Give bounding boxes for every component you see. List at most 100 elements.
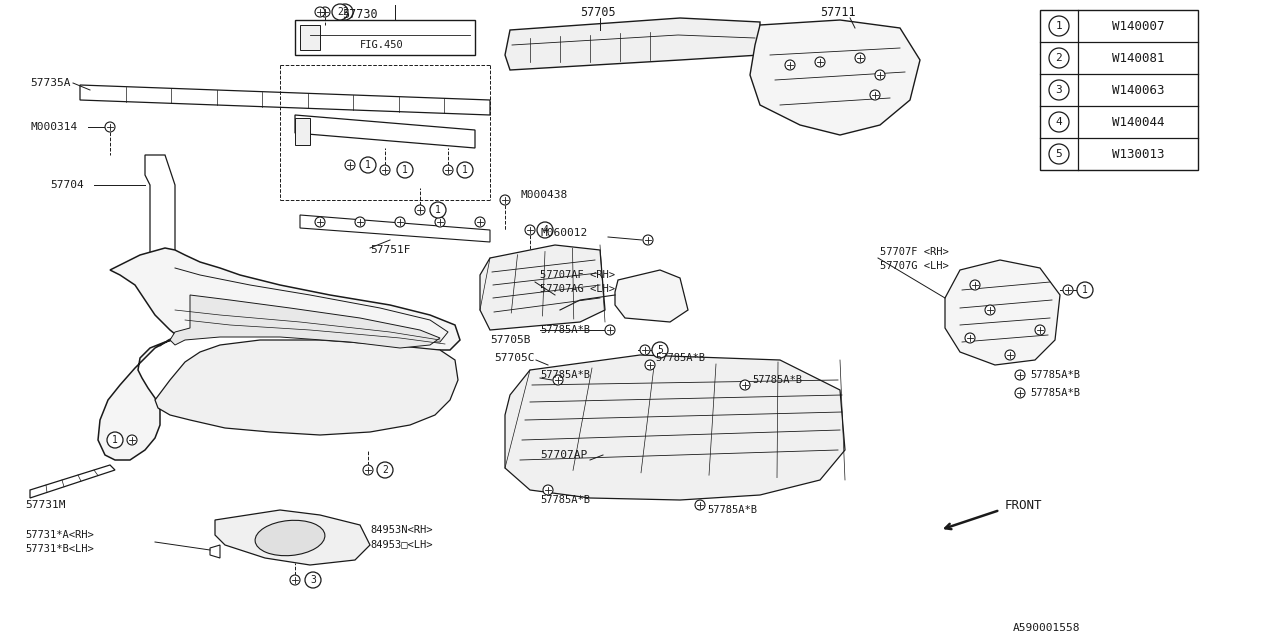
Circle shape — [553, 375, 563, 385]
Text: 57707F <RH>: 57707F <RH> — [881, 247, 948, 257]
Text: 57707AP: 57707AP — [540, 450, 588, 460]
Circle shape — [1050, 80, 1069, 100]
Text: A590001558: A590001558 — [1012, 623, 1080, 633]
Circle shape — [332, 4, 348, 20]
Text: W140044: W140044 — [1112, 115, 1165, 129]
Text: 57707G <LH>: 57707G <LH> — [881, 261, 948, 271]
Circle shape — [360, 157, 376, 173]
Circle shape — [1050, 48, 1069, 68]
Polygon shape — [506, 18, 760, 70]
Text: 1: 1 — [435, 205, 440, 215]
Text: 2: 2 — [342, 7, 348, 17]
Circle shape — [1076, 282, 1093, 298]
Circle shape — [378, 462, 393, 478]
Circle shape — [475, 217, 485, 227]
Text: 57707AF <RH>: 57707AF <RH> — [540, 270, 614, 280]
Text: 57785A*B: 57785A*B — [753, 375, 803, 385]
Text: W140081: W140081 — [1112, 51, 1165, 65]
Polygon shape — [294, 118, 310, 145]
Circle shape — [652, 342, 668, 358]
Text: 3: 3 — [1056, 85, 1062, 95]
Circle shape — [305, 572, 321, 588]
Text: 2: 2 — [381, 465, 388, 475]
Polygon shape — [170, 295, 440, 348]
Text: 84953□<LH>: 84953□<LH> — [370, 539, 433, 549]
Circle shape — [315, 7, 325, 17]
Polygon shape — [145, 155, 175, 310]
Circle shape — [1036, 325, 1044, 335]
Text: 57785A*B: 57785A*B — [1030, 370, 1080, 380]
Circle shape — [538, 222, 553, 238]
Circle shape — [108, 432, 123, 448]
Text: FIG.450: FIG.450 — [360, 40, 403, 50]
Text: 57785A*B: 57785A*B — [707, 505, 756, 515]
Circle shape — [1062, 285, 1073, 295]
Text: M000438: M000438 — [520, 190, 567, 200]
Polygon shape — [81, 85, 490, 115]
Circle shape — [870, 90, 881, 100]
Text: W140007: W140007 — [1112, 19, 1165, 33]
Text: M060012: M060012 — [540, 228, 588, 238]
Circle shape — [640, 345, 650, 355]
Polygon shape — [300, 215, 490, 242]
Text: 4: 4 — [541, 225, 548, 235]
Text: 57705C: 57705C — [494, 353, 535, 363]
Text: 2: 2 — [337, 7, 343, 17]
Text: 57735A: 57735A — [29, 78, 70, 88]
Circle shape — [965, 333, 975, 343]
Circle shape — [1050, 144, 1069, 164]
Text: 57785A*B: 57785A*B — [540, 495, 590, 505]
Circle shape — [291, 575, 300, 585]
Text: FRONT: FRONT — [1005, 499, 1042, 511]
Circle shape — [415, 205, 425, 215]
Text: 57785A*B: 57785A*B — [540, 325, 590, 335]
Circle shape — [645, 360, 655, 370]
Text: 1: 1 — [365, 160, 371, 170]
Text: 2: 2 — [1056, 53, 1062, 63]
Ellipse shape — [255, 520, 325, 556]
Text: W140063: W140063 — [1112, 83, 1165, 97]
Circle shape — [337, 4, 353, 20]
Circle shape — [1050, 16, 1069, 36]
Circle shape — [355, 217, 365, 227]
Text: 4: 4 — [1056, 117, 1062, 127]
Circle shape — [127, 435, 137, 445]
Circle shape — [986, 305, 995, 315]
Text: 84953N<RH>: 84953N<RH> — [370, 525, 433, 535]
Circle shape — [970, 280, 980, 290]
Polygon shape — [294, 115, 475, 148]
Polygon shape — [294, 20, 475, 55]
Text: 57730: 57730 — [342, 8, 378, 21]
Text: 3: 3 — [310, 575, 316, 585]
Text: 1: 1 — [1082, 285, 1088, 295]
Polygon shape — [750, 20, 920, 135]
Text: 57785A*B: 57785A*B — [1030, 388, 1080, 398]
Circle shape — [105, 122, 115, 132]
Circle shape — [1005, 350, 1015, 360]
Text: 57705: 57705 — [580, 6, 616, 19]
Circle shape — [855, 53, 865, 63]
Circle shape — [315, 217, 325, 227]
Text: 5: 5 — [657, 345, 663, 355]
Text: 57785A*B: 57785A*B — [540, 370, 590, 380]
Bar — [1039, 10, 1198, 170]
Text: 57705B: 57705B — [490, 335, 530, 345]
Text: 57751F: 57751F — [370, 245, 411, 255]
Text: M000314: M000314 — [29, 122, 77, 132]
Circle shape — [443, 165, 453, 175]
Circle shape — [740, 380, 750, 390]
Text: 57731M: 57731M — [26, 500, 65, 510]
Circle shape — [1015, 370, 1025, 380]
Circle shape — [1050, 112, 1069, 132]
Text: 57785A*B: 57785A*B — [655, 353, 705, 363]
Text: 1: 1 — [113, 435, 118, 445]
Circle shape — [320, 7, 330, 17]
Circle shape — [364, 465, 372, 475]
Circle shape — [605, 325, 614, 335]
Text: 57704: 57704 — [50, 180, 83, 190]
Text: 1: 1 — [462, 165, 468, 175]
Circle shape — [785, 60, 795, 70]
Circle shape — [346, 160, 355, 170]
Circle shape — [1015, 388, 1025, 398]
Circle shape — [397, 162, 413, 178]
